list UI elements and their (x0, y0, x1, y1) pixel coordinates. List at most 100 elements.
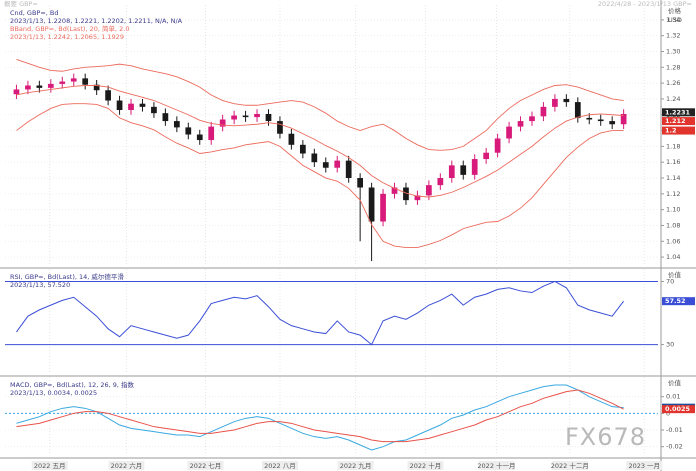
candle-body (47, 83, 54, 88)
y-tick-label: 70 (666, 277, 674, 285)
candle-body (82, 78, 89, 85)
candle-body (128, 103, 134, 111)
price-tag (662, 108, 695, 117)
candle-body (563, 98, 570, 103)
candle-body (59, 81, 66, 84)
candle-body (403, 187, 409, 201)
panel-title: RSI, GBP=, Bd(Last), 14, 威尔德平滑 (10, 272, 124, 281)
x-tick-box (551, 461, 588, 470)
candle-body (116, 100, 123, 111)
candle-body (620, 113, 627, 125)
x-tick-label: 2022 九月 (340, 461, 372, 470)
x-tick-box (337, 461, 374, 470)
price-tag-label: 57.52 (665, 297, 686, 305)
y-tick-label: 1.30 (666, 47, 680, 55)
axis-unit: USD (668, 16, 682, 24)
price-tag-label: 1.2 (665, 127, 677, 135)
panel-readout: 2023/1/13, 0.0034, 0.0025 (10, 389, 97, 397)
x-tick-label: 2022 五月 (34, 462, 66, 470)
x-tick-box (108, 461, 145, 470)
candle-body (311, 153, 318, 163)
candle-body (185, 127, 192, 135)
panel-readout: 2023/1/13, 57.520 (10, 281, 70, 289)
price-tag-label: 1.212 (665, 117, 686, 125)
x-tick-box (187, 461, 224, 470)
candle-body (552, 98, 558, 107)
panel-readout: 2023/1/13, 1.2208, 1.2221, 1.2202, 1.221… (10, 17, 183, 25)
candle-body (254, 113, 260, 118)
overlay-name: BBand, GBP=, Bd(Last), 20, 简单, 2.0 (10, 24, 129, 33)
watermark: FX678 (565, 423, 646, 451)
y-tick-label: 1.32 (666, 32, 680, 40)
candle-body (574, 102, 581, 118)
x-tick-box (478, 461, 515, 470)
price-tag-label: 1.2231 (665, 108, 691, 116)
candle-body (345, 160, 352, 179)
y-tick-label: 1.08 (666, 221, 680, 229)
overlay-readout: 2023/1/13, 1.2242, 1.2065, 1.1929 (10, 33, 124, 41)
candle-body (151, 106, 157, 114)
candle-body (208, 126, 215, 141)
x-tick-label: 2022 十月 (410, 461, 442, 470)
x-tick-box (626, 461, 663, 470)
candle-body (414, 195, 421, 201)
axis-label: 价格 (668, 6, 682, 15)
candle-body (196, 134, 203, 141)
panel-title: MACD, GBP=, Bd(Last), 12, 26, 9, 指数 (10, 380, 135, 389)
candle-body (494, 138, 501, 153)
series-line (16, 389, 624, 443)
candle-body (357, 178, 364, 188)
y-tick-label: 1.16 (666, 158, 680, 166)
y-tick-label: 30 (666, 341, 674, 349)
candle-body (13, 89, 20, 95)
candle-body (173, 121, 180, 128)
candle-body (334, 160, 341, 168)
candle-body (25, 85, 31, 90)
bollinger-middle (16, 85, 624, 198)
x-tick-label: 2022 十二月 (551, 461, 589, 470)
candle-body (483, 152, 490, 160)
corner-title: 概要 GBP= (4, 0, 38, 8)
price-tag (662, 297, 695, 306)
y-tick-label: 1.18 (666, 142, 680, 150)
candle-body (506, 126, 512, 139)
price-tag (662, 117, 695, 126)
axis-label: 价值 (668, 378, 682, 387)
bollinger-upper (16, 58, 624, 151)
candle-body (70, 78, 77, 82)
y-tick-label: 1.28 (666, 63, 680, 71)
candle-body (448, 165, 455, 179)
candle-body (391, 187, 398, 194)
candle-body (426, 185, 432, 196)
y-tick-label: 1.26 (666, 79, 680, 87)
price-tag-label: 0.0025 (665, 405, 691, 413)
y-tick-label: 1.24 (666, 95, 680, 103)
y-tick-label: 0.01 (666, 393, 680, 401)
bollinger-lower (16, 103, 624, 249)
x-tick-box (261, 461, 298, 470)
candle-body (322, 162, 329, 168)
candle-body (288, 133, 295, 145)
panel-title: Cnd, GBP=, Bd (10, 9, 59, 17)
candle-body (93, 84, 100, 91)
date-range: 2022/4/28 - 2023/1/13 GBP= (598, 0, 692, 8)
y-tick-label: 1.14 (666, 174, 680, 182)
candle-body (460, 165, 467, 175)
candle-body (529, 116, 535, 122)
x-tick-box (407, 461, 444, 470)
candle-body (265, 113, 272, 122)
candle-body (231, 115, 237, 120)
candle-body (540, 106, 547, 117)
y-tick-label: -0.02 (666, 443, 683, 451)
x-tick-box (31, 461, 68, 470)
y-tick-label: 1.04 (666, 253, 680, 261)
candle-body (105, 90, 111, 101)
x-tick-label: 2023 一月 (628, 462, 660, 470)
candle-body (597, 119, 604, 122)
candle-body (380, 193, 386, 222)
price-tag (662, 126, 695, 135)
candle-body (242, 115, 249, 118)
